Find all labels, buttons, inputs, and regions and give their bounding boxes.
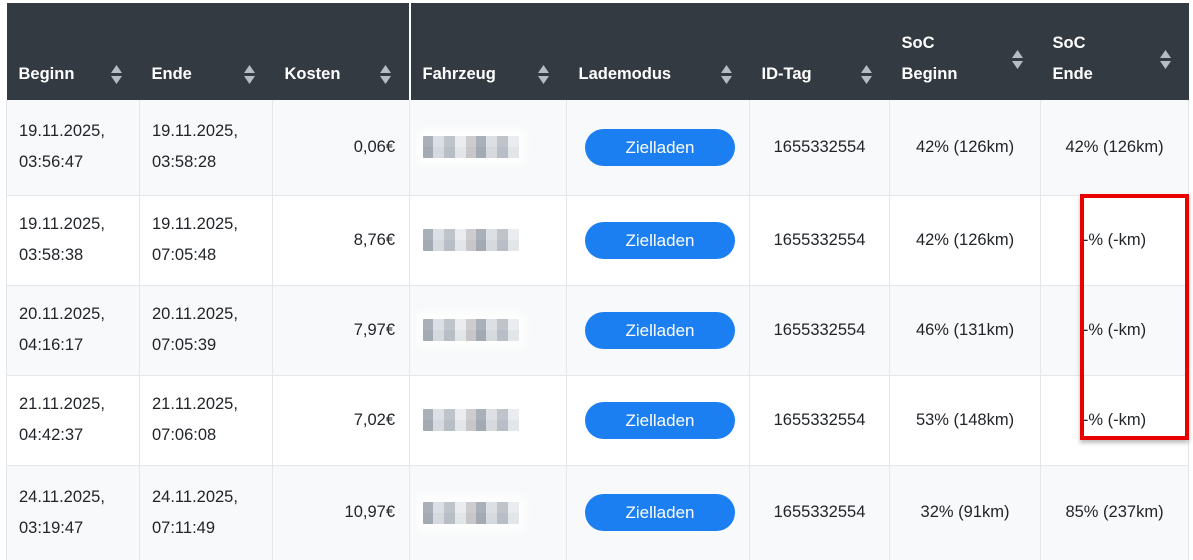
table-row: 19.11.2025, 03:58:38 19.11.2025, 07:05:4… xyxy=(6,194,1189,285)
vehicle-name-redacted xyxy=(423,319,519,341)
cell-lademodus: Zielladen xyxy=(566,100,750,195)
column-header-lademodus[interactable]: Lademodus xyxy=(566,3,750,100)
cell-soc-ende: -% (-km) xyxy=(1040,374,1189,465)
cell-soc-beginn: 42% (126km) xyxy=(889,100,1041,195)
cell-kosten: 7,02€ xyxy=(272,374,410,465)
cell-soc-ende: 85% (237km) xyxy=(1040,464,1189,560)
cell-fahrzeug xyxy=(409,464,567,560)
sort-icon xyxy=(720,65,732,84)
vehicle-name-redacted xyxy=(423,409,519,431)
cell-kosten: 8,76€ xyxy=(272,194,410,285)
column-label: SoC Beginn xyxy=(901,34,958,83)
cell-fahrzeug xyxy=(409,100,567,195)
cell-beginn: 19.11.2025, 03:56:47 xyxy=(6,100,140,195)
table-row: 19.11.2025, 03:56:47 19.11.2025, 03:58:2… xyxy=(6,100,1189,195)
cell-lademodus: Zielladen xyxy=(566,464,750,560)
cell-soc-ende: 42% (126km) xyxy=(1040,100,1189,195)
sort-icon xyxy=(1011,49,1023,69)
cell-id-tag: 1655332554 xyxy=(749,194,890,285)
charge-mode-button[interactable]: Zielladen xyxy=(585,494,735,532)
column-label: Fahrzeug xyxy=(422,65,496,83)
cell-lademodus: Zielladen xyxy=(566,194,750,285)
cell-soc-beginn: 42% (126km) xyxy=(889,194,1041,285)
cell-soc-ende: -% (-km) xyxy=(1040,194,1189,285)
cell-lademodus: Zielladen xyxy=(566,284,750,375)
cell-soc-ende: -% (-km) xyxy=(1040,284,1189,375)
cell-kosten: 7,97€ xyxy=(272,284,410,375)
cell-beginn: 24.11.2025, 03:19:47 xyxy=(6,464,140,560)
cell-kosten: 0,06€ xyxy=(272,100,410,195)
cell-fahrzeug xyxy=(409,284,567,375)
cell-id-tag: 1655332554 xyxy=(749,100,890,195)
cell-fahrzeug xyxy=(409,374,567,465)
sort-icon xyxy=(537,65,549,84)
column-header-kosten[interactable]: Kosten xyxy=(272,3,410,100)
table-row: 20.11.2025, 04:16:17 20.11.2025, 07:05:3… xyxy=(6,284,1189,375)
sort-icon xyxy=(243,65,255,84)
cell-beginn: 20.11.2025, 04:16:17 xyxy=(6,284,140,375)
column-header-id-tag[interactable]: ID-Tag xyxy=(749,3,890,100)
column-header-soc-beginn[interactable]: SoC Beginn xyxy=(889,3,1041,100)
vehicle-name-redacted xyxy=(423,501,519,524)
column-header-beginn[interactable]: Beginn xyxy=(6,3,140,100)
cell-ende: 20.11.2025, 07:05:39 xyxy=(139,284,273,375)
table-row: 21.11.2025, 04:42:37 21.11.2025, 07:06:0… xyxy=(6,374,1189,465)
vehicle-name-redacted xyxy=(423,136,519,159)
cell-id-tag: 1655332554 xyxy=(749,284,890,375)
cell-ende: 24.11.2025, 07:11:49 xyxy=(139,464,273,560)
cell-soc-beginn: 32% (91km) xyxy=(889,464,1041,560)
vehicle-name-redacted xyxy=(423,229,519,251)
column-label: Kosten xyxy=(284,65,341,83)
charge-mode-button[interactable]: Zielladen xyxy=(585,401,735,439)
column-label: SoC Ende xyxy=(1052,34,1093,83)
column-header-ende[interactable]: Ende xyxy=(139,3,273,100)
table-header: Beginn Ende Kosten xyxy=(6,3,1189,100)
cell-soc-beginn: 46% (131km) xyxy=(889,284,1041,375)
column-label: Ende xyxy=(151,65,192,83)
cell-ende: 19.11.2025, 07:05:48 xyxy=(139,194,273,285)
cell-soc-beginn: 53% (148km) xyxy=(889,374,1041,465)
cell-ende: 19.11.2025, 03:58:28 xyxy=(139,100,273,195)
charge-mode-button[interactable]: Zielladen xyxy=(585,221,735,259)
column-label: Lademodus xyxy=(578,65,672,83)
cell-beginn: 19.11.2025, 03:58:38 xyxy=(6,194,140,285)
cell-beginn: 21.11.2025, 04:42:37 xyxy=(6,374,140,465)
table-row: 24.11.2025, 03:19:47 24.11.2025, 07:11:4… xyxy=(6,464,1189,560)
column-header-soc-ende[interactable]: SoC Ende xyxy=(1040,3,1189,100)
column-header-fahrzeug[interactable]: Fahrzeug xyxy=(408,3,567,100)
sort-icon xyxy=(860,65,872,84)
cell-lademodus: Zielladen xyxy=(566,374,750,465)
charge-mode-button[interactable]: Zielladen xyxy=(585,128,735,166)
column-label: ID-Tag xyxy=(761,65,812,83)
cell-id-tag: 1655332554 xyxy=(749,374,890,465)
charge-mode-button[interactable]: Zielladen xyxy=(585,311,735,349)
sort-icon xyxy=(110,65,122,84)
cell-fahrzeug xyxy=(409,194,567,285)
cell-ende: 21.11.2025, 07:06:08 xyxy=(139,374,273,465)
cell-id-tag: 1655332554 xyxy=(749,464,890,560)
charging-sessions-table: Beginn Ende Kosten xyxy=(6,3,1189,560)
cell-kosten: 10,97€ xyxy=(272,464,410,560)
column-label: Beginn xyxy=(18,65,75,83)
sort-icon xyxy=(379,65,391,84)
sort-icon xyxy=(1159,49,1171,69)
